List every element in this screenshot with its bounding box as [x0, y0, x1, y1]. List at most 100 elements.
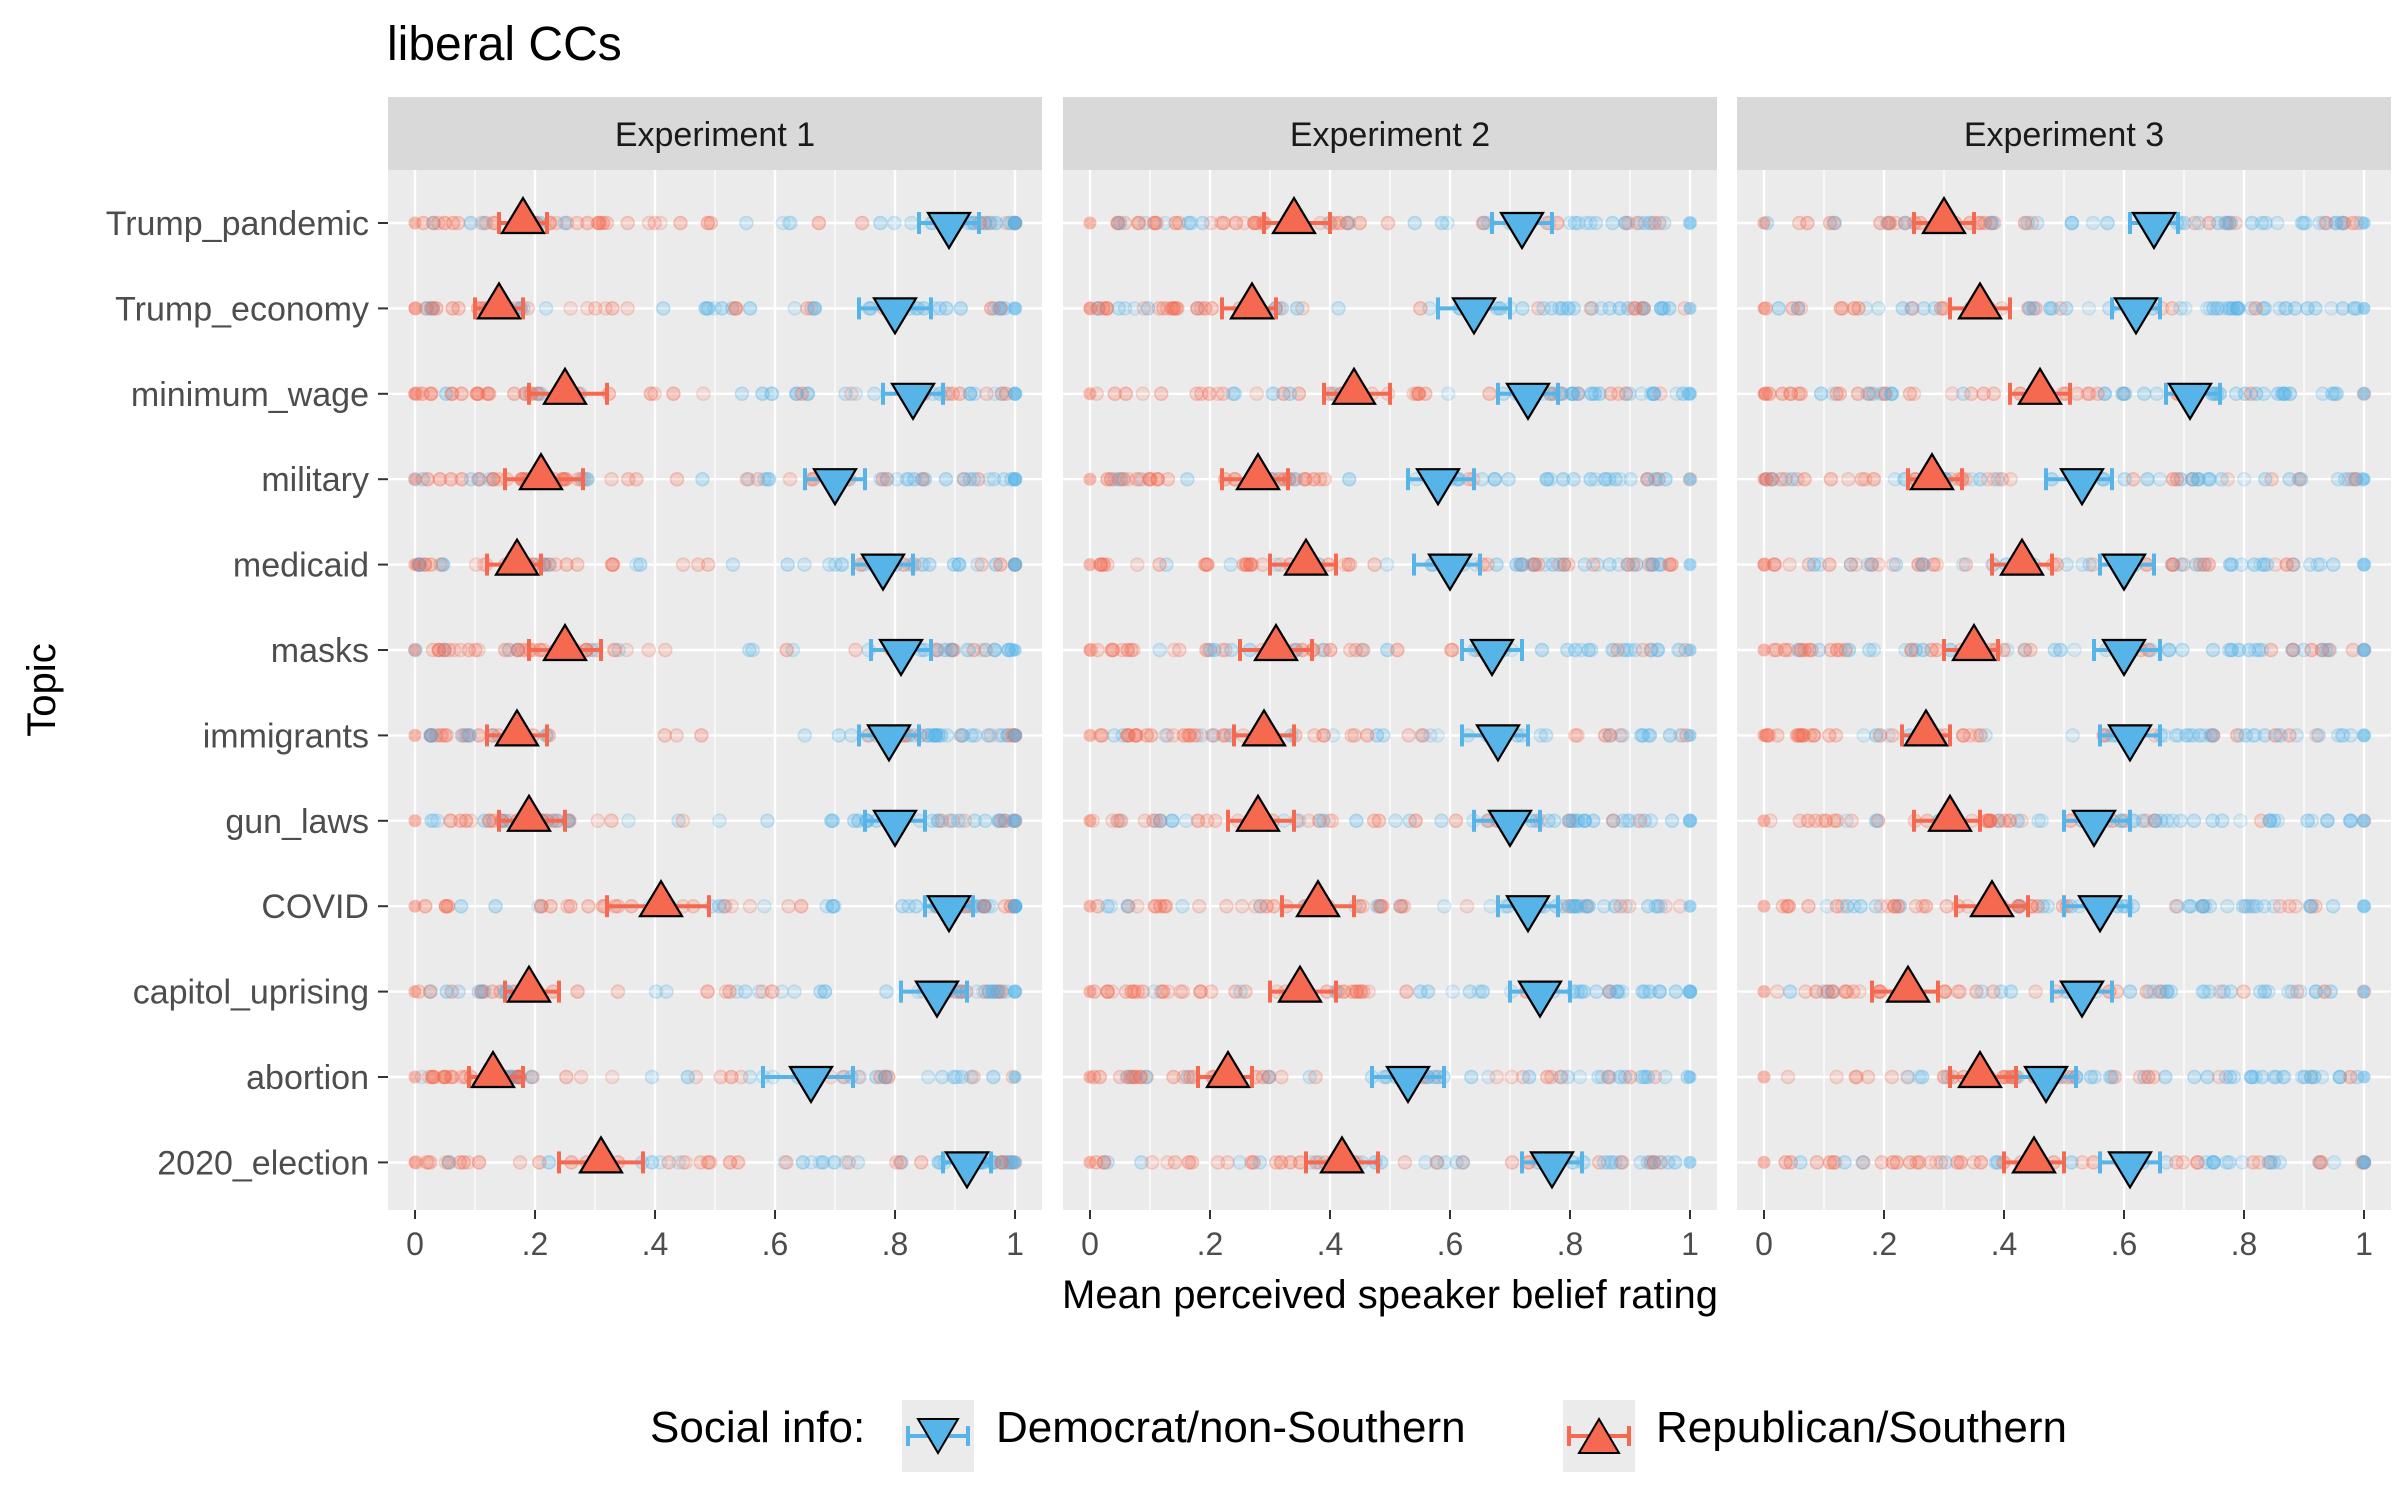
raw-point [1833, 301, 1849, 316]
raw-point [408, 814, 422, 828]
raw-point [1128, 728, 1143, 743]
raw-point [1408, 813, 1423, 829]
raw-point [2166, 557, 2181, 572]
raw-point [1618, 898, 1633, 914]
raw-point [1093, 728, 1108, 743]
raw-point [1759, 728, 1774, 743]
raw-point [570, 557, 585, 572]
raw-point [510, 642, 525, 658]
raw-point [1449, 1155, 1464, 1170]
raw-point [1622, 813, 1637, 829]
raw-point [956, 471, 972, 487]
raw-point [1482, 386, 1497, 402]
raw-point [1857, 471, 1873, 487]
raw-point [1974, 984, 1990, 999]
raw-point [1116, 471, 1131, 487]
raw-point [1607, 898, 1623, 914]
raw-point [1775, 898, 1791, 914]
raw-point [512, 1155, 528, 1170]
raw-point [1640, 728, 1656, 743]
raw-point [548, 557, 563, 572]
raw-point [2187, 215, 2202, 231]
raw-point [1828, 728, 1844, 743]
raw-point [1762, 728, 1777, 743]
raw-point [1800, 215, 1815, 231]
raw-point [1541, 813, 1556, 829]
raw-point [750, 471, 766, 487]
raw-point [1146, 984, 1162, 999]
raw-point [817, 984, 833, 999]
raw-point [2278, 301, 2293, 316]
raw-point [1356, 984, 1371, 999]
raw-point [408, 985, 422, 999]
raw-point [1158, 728, 1173, 743]
raw-point [412, 557, 427, 572]
raw-point [1646, 1155, 1662, 1170]
raw-point [2205, 728, 2221, 743]
raw-point [1150, 471, 1166, 487]
raw-point [1415, 728, 1431, 743]
raw-point [2357, 472, 2371, 486]
raw-point [1794, 642, 1809, 658]
raw-point [2223, 642, 2239, 658]
raw-point [1600, 1155, 1616, 1170]
raw-point [1602, 984, 1617, 999]
raw-point [1337, 557, 1353, 572]
raw-point [2191, 215, 2207, 231]
raw-point [1111, 301, 1127, 316]
raw-point [994, 1155, 1009, 1170]
raw-point [1261, 1069, 1277, 1085]
raw-point [2266, 813, 2282, 829]
raw-point [2297, 1069, 2312, 1085]
raw-point [1246, 215, 1262, 231]
raw-point [2308, 984, 2324, 999]
dem-mean-marker [1529, 1151, 1575, 1190]
raw-point [1838, 984, 1853, 999]
raw-point [1560, 642, 1575, 658]
raw-point [957, 813, 973, 829]
raw-point [543, 898, 558, 914]
dem-mean-marker [926, 211, 972, 251]
raw-point [944, 642, 959, 658]
raw-point [644, 1155, 660, 1170]
legend: Social info: Democrat/non-Southern Repub… [650, 1400, 2067, 1472]
raw-point [1540, 1069, 1555, 1085]
raw-point [1227, 386, 1242, 402]
raw-point [458, 728, 474, 743]
raw-point [873, 1069, 888, 1085]
x-tick-label: 1 [1006, 1226, 1024, 1262]
raw-point [1246, 1155, 1261, 1170]
raw-point [2246, 557, 2262, 572]
raw-point [2195, 984, 2210, 999]
raw-point [1783, 386, 1799, 402]
raw-point [1137, 813, 1153, 829]
raw-point [1089, 386, 1104, 402]
raw-point [1909, 1155, 1925, 1170]
raw-point [1581, 642, 1596, 658]
raw-point [1249, 386, 1265, 402]
raw-point [1811, 642, 1827, 658]
raw-point [590, 215, 606, 231]
raw-point [1848, 1069, 1863, 1085]
raw-point [1597, 471, 1613, 487]
raw-point [2244, 215, 2260, 231]
raw-point [1105, 642, 1121, 658]
raw-point [1120, 1069, 1136, 1085]
raw-point [605, 557, 620, 572]
raw-point [1801, 898, 1816, 914]
raw-point [1632, 215, 1648, 231]
raw-point [1629, 813, 1645, 829]
raw-point [590, 813, 606, 829]
raw-point [1283, 1155, 1298, 1170]
raw-point [424, 301, 440, 316]
raw-point [2222, 1069, 2238, 1085]
raw-point [1246, 215, 1262, 231]
raw-point [460, 1155, 476, 1170]
raw-point [1668, 984, 1684, 999]
raw-point [777, 1155, 793, 1170]
raw-point [1973, 728, 1988, 743]
raw-point [2223, 984, 2239, 999]
raw-point [2226, 1069, 2242, 1085]
raw-point [975, 984, 991, 999]
raw-point [669, 728, 684, 743]
